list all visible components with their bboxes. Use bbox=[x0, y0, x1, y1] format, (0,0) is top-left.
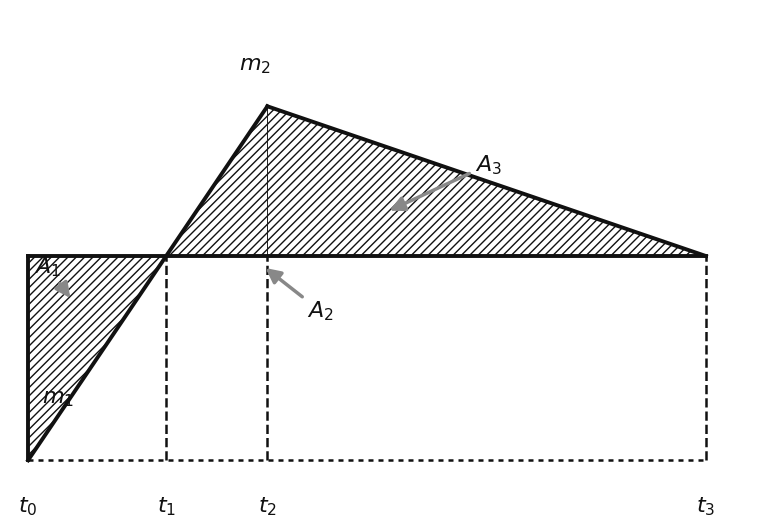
Text: $A_3$: $A_3$ bbox=[393, 153, 502, 210]
Text: $t_3$: $t_3$ bbox=[697, 496, 716, 518]
Text: $t_2$: $t_2$ bbox=[258, 496, 277, 518]
Text: $A_1$: $A_1$ bbox=[34, 255, 68, 295]
Text: $m_2$: $m_2$ bbox=[240, 55, 271, 76]
Text: $t_0$: $t_0$ bbox=[18, 496, 38, 518]
Text: $A_2$: $A_2$ bbox=[268, 270, 334, 323]
Text: $t_1$: $t_1$ bbox=[157, 496, 176, 518]
Text: $m_1$: $m_1$ bbox=[42, 389, 74, 409]
